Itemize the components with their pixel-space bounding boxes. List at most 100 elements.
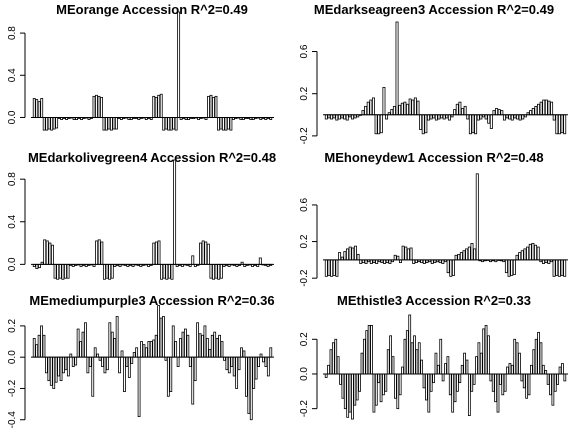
bar: [563, 114, 567, 135]
bar: [404, 246, 408, 261]
bar: [113, 338, 117, 358]
y-tick-label: 0.6: [299, 44, 310, 58]
bar: [472, 373, 476, 385]
bar: [430, 259, 434, 264]
bar: [473, 248, 477, 261]
bar: [520, 250, 524, 261]
bar: [42, 117, 46, 131]
bar: [546, 373, 550, 385]
bar: [247, 356, 251, 414]
bar: [510, 259, 514, 276]
bar: [258, 257, 262, 265]
bar: [49, 356, 53, 386]
bar: [510, 114, 514, 121]
bar: [47, 356, 51, 382]
bar: [539, 101, 543, 116]
bar: [198, 333, 202, 358]
bar: [401, 245, 405, 261]
bar: [353, 373, 357, 406]
bar: [203, 325, 207, 358]
bar: [475, 173, 479, 261]
bar: [384, 373, 388, 392]
chart-panel-4: MEhoneydew1 Accession R^2=0.48 -0.2 0.2 0.…: [299, 150, 568, 287]
bar: [130, 356, 134, 364]
bar: [442, 114, 446, 120]
bar: [425, 373, 428, 401]
bar: [458, 373, 462, 384]
bar: [457, 253, 461, 261]
bar: [154, 334, 158, 358]
bar: [127, 356, 131, 378]
bar: [86, 356, 90, 374]
y-tick-label: 0.8: [7, 172, 18, 186]
bar: [446, 356, 450, 375]
bar: [206, 243, 210, 265]
bar: [154, 241, 158, 265]
chart-title: MEorange Accession R^2=0.49: [56, 2, 248, 17]
bar: [531, 242, 535, 261]
bar: [451, 373, 455, 413]
bar: [413, 97, 417, 116]
bar: [108, 322, 112, 358]
chart-title: MEthistle3 Accession R^2=0.33: [337, 293, 531, 308]
bar: [355, 373, 359, 401]
bar: [542, 99, 546, 116]
bar: [334, 338, 338, 375]
bar: [343, 114, 347, 120]
bar: [406, 103, 409, 116]
bar: [35, 344, 39, 358]
bar: [557, 114, 561, 135]
bar: [214, 263, 218, 279]
bar: [449, 259, 453, 277]
bar: [45, 240, 49, 265]
bar: [518, 252, 522, 261]
bar: [164, 117, 168, 130]
bar: [369, 259, 373, 264]
chart-title: MEhoneydew1 Accession R^2=0.48: [324, 150, 543, 165]
bar: [53, 263, 57, 279]
bar: [335, 114, 339, 121]
bar: [549, 373, 552, 396]
bar: [448, 373, 452, 396]
bar: [412, 259, 416, 264]
bar: [224, 117, 228, 131]
bar: [515, 342, 519, 375]
bar: [162, 316, 165, 358]
bar: [518, 114, 522, 121]
bar: [152, 339, 156, 358]
bar: [365, 330, 369, 375]
bar: [477, 342, 481, 375]
bar: [114, 117, 118, 130]
bar: [348, 246, 352, 261]
bar: [468, 114, 472, 135]
bar: [207, 95, 210, 118]
bar: [329, 349, 333, 375]
bar: [510, 364, 514, 375]
bar: [544, 99, 548, 116]
bar: [432, 373, 435, 384]
bar: [235, 356, 239, 389]
bar: [504, 259, 508, 274]
bar: [230, 356, 234, 367]
bar: [102, 117, 106, 131]
bar: [393, 254, 397, 261]
bar: [57, 356, 61, 377]
bar: [84, 322, 87, 358]
bar: [515, 254, 519, 261]
bar: [40, 98, 44, 118]
bar: [88, 356, 92, 367]
bar: [337, 114, 341, 120]
chart-panel-6: MEthistle3 Accession R^2=0.33 -0.2 0.0 0.2: [299, 293, 568, 420]
bar: [417, 342, 421, 375]
bar: [169, 356, 173, 392]
bar: [547, 100, 551, 116]
bar: [108, 263, 112, 280]
bar: [501, 373, 505, 396]
bar: [537, 331, 540, 375]
bar: [441, 373, 445, 382]
bar: [366, 101, 370, 116]
bar: [463, 105, 467, 116]
bar: [434, 114, 438, 121]
bar: [204, 241, 208, 265]
bar: [71, 356, 75, 367]
